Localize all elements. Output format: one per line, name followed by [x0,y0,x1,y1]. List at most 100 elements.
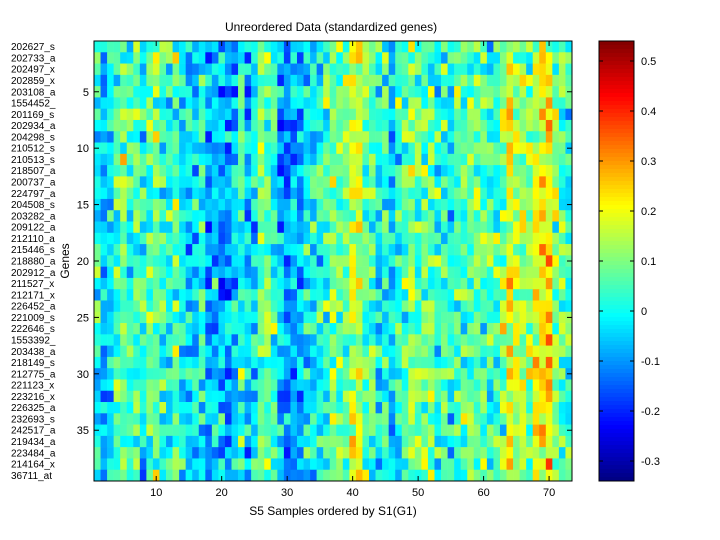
heatmap-cell [107,86,114,98]
heatmap-cell [198,334,206,346]
heatmap-cell [421,142,429,155]
heatmap-cell [100,41,108,53]
heatmap-cell [329,63,337,76]
heatmap-cell [303,41,311,53]
heatmap-cell [460,368,468,380]
heatmap-cell [414,413,422,425]
heatmap-cell [264,311,272,324]
heatmap-cell [290,255,298,267]
heatmap-cell [355,210,363,222]
heatmap-cell [493,86,501,98]
heatmap-cell [290,97,298,109]
heatmap-cell [218,255,226,267]
heatmap-cell [329,311,337,324]
heatmap-cell [94,131,101,143]
heatmap-cell [251,334,258,346]
heatmap-cell [480,277,488,290]
heatmap-cell [408,165,416,177]
heatmap-cell [224,52,232,64]
heatmap-cell [133,390,141,403]
heatmap-cell [211,108,219,121]
heatmap-cell [310,232,317,245]
colorbar-swatch [599,373,634,378]
heatmap-cell [211,63,219,76]
heatmap-cell [146,458,154,471]
heatmap-cell [421,379,429,392]
heatmap-cell [107,345,114,358]
heatmap-cell [238,255,245,267]
heatmap-cell [539,277,547,290]
heatmap-cell [369,390,376,403]
heatmap-cell [211,356,219,369]
heatmap-cell [545,413,553,425]
heatmap-cell [290,402,298,414]
heatmap-cell [375,356,383,369]
heatmap-cell [224,379,232,392]
heatmap-cell [120,221,128,234]
heatmap-cell [211,232,219,245]
heatmap-cell [94,323,101,335]
heatmap-cell [532,86,540,98]
heatmap-cell [441,63,448,76]
heatmap-cell [296,289,304,301]
heatmap-cell [532,311,540,324]
heatmap-cell [427,311,435,324]
heatmap-cell [107,97,114,109]
heatmap-cell [395,210,403,222]
heatmap-cell [296,142,304,155]
heatmap-cell [257,108,265,121]
heatmap-cell [480,390,488,403]
heatmap-cell [244,131,252,143]
heatmap-cell [513,41,520,53]
heatmap-cell [355,232,363,245]
heatmap-cell [185,424,193,437]
heatmap-cell [179,131,186,143]
heatmap-cell [355,424,363,437]
heatmap-cell [192,108,200,121]
heatmap-cell [244,266,252,279]
colorbar-swatch [599,113,634,118]
heatmap-cell [192,458,200,471]
heatmap-cell [231,52,239,64]
heatmap-cell [558,323,566,335]
heatmap-cell [388,277,396,290]
heatmap-cell [388,368,396,380]
heatmap-cell [414,86,422,98]
heatmap-cell [113,356,121,369]
heatmap-cell [139,97,147,109]
heatmap-cell [290,266,298,279]
heatmap-cell [244,379,252,392]
heatmap-cell [447,119,455,132]
heatmap-cell [421,356,429,369]
heatmap-cell [94,97,101,109]
heatmap-cell [107,368,114,380]
heatmap-cell [244,356,252,369]
heatmap-cell [565,153,573,166]
colorbar-swatch [599,185,634,190]
colorbar-swatch [599,417,634,422]
heatmap-cell [303,345,311,358]
row-label: 203438_a [11,347,56,358]
heatmap-cell [369,458,376,471]
row-label: 1554452_ [11,99,56,110]
heatmap-cell [454,379,461,392]
heatmap-cell [100,244,108,256]
heatmap-cell [545,187,553,200]
heatmap-cell [231,41,239,53]
heatmap-cell [113,368,121,380]
heatmap-cell [526,334,534,346]
heatmap-cell [434,334,442,346]
heatmap-cell [532,142,540,155]
heatmap-cell [545,379,553,392]
heatmap-cell [316,210,324,222]
heatmap-cell [401,368,409,380]
heatmap-cell [113,289,121,301]
heatmap-cell [251,41,258,53]
heatmap-cell [211,187,219,200]
heatmap-cell [336,266,344,279]
heatmap-cell [100,368,108,380]
heatmap-cell [401,41,409,53]
heatmap-cell [251,424,258,437]
heatmap-cell [277,447,285,459]
heatmap-cell [434,244,442,256]
